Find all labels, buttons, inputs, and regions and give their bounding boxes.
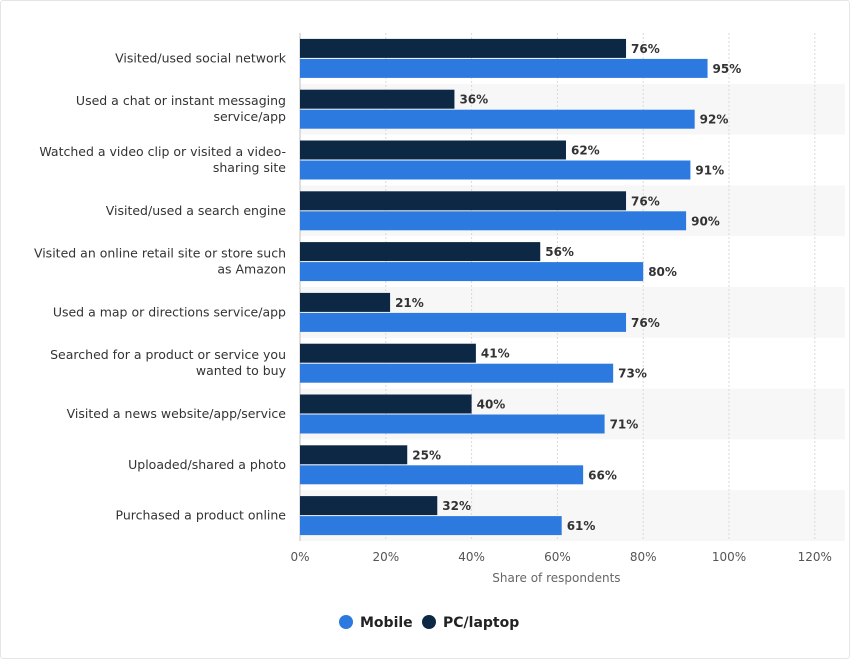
bar-mobile[interactable] — [300, 211, 687, 231]
legend-label: Mobile — [360, 615, 413, 631]
category-label: Visited a news website/app/service — [67, 406, 287, 421]
legend-marker — [339, 615, 353, 629]
bar-pc-laptop[interactable] — [300, 191, 627, 211]
bar-pc-laptop[interactable] — [300, 343, 476, 363]
category-label: Uploaded/shared a photo — [128, 457, 286, 472]
category-label: Visited/used social network — [115, 50, 287, 65]
bar-pc-laptop[interactable] — [300, 394, 472, 414]
data-label: 21% — [395, 296, 424, 310]
legend[interactable]: Mobile PC/laptop — [339, 615, 519, 631]
data-label: 56% — [545, 245, 574, 259]
data-labels: 76% 95% 36% 92% 62% 91% 76% 90% 56% 80% 21% 76% 41% 7… — [395, 42, 741, 533]
x-axis-title: Share of respondents — [492, 571, 620, 585]
category-label: Searched for a product or service you — [50, 347, 286, 362]
bar-pc-laptop[interactable] — [300, 496, 438, 516]
data-label: 76% — [631, 42, 660, 56]
bar-mobile[interactable] — [300, 160, 691, 180]
x-tick-label: 0% — [290, 550, 309, 564]
category-label: Visited/used a search engine — [106, 203, 287, 218]
bar-pc-laptop[interactable] — [300, 445, 408, 465]
bar-mobile[interactable] — [300, 363, 614, 383]
x-tick-label: 40% — [458, 550, 485, 564]
category-label: Used a chat or instant messaging — [76, 93, 286, 108]
category-label: service/app — [213, 109, 286, 124]
legend-label: PC/laptop — [443, 615, 519, 631]
x-tick-label: 20% — [372, 550, 399, 564]
category-label: as Amazon — [217, 262, 286, 277]
x-axis-ticks: 0% 20% 40% 60% 80% 100% 120% — [290, 550, 831, 564]
category-label: Purchased a product online — [116, 508, 287, 523]
bar-mobile[interactable] — [300, 58, 708, 78]
data-label: 71% — [610, 418, 639, 432]
x-tick-label: 100% — [712, 550, 746, 564]
legend-marker — [422, 615, 436, 629]
data-label: 41% — [481, 347, 510, 361]
data-label: 92% — [700, 113, 729, 127]
x-tick-label: 120% — [798, 550, 832, 564]
category-label: wanted to buy — [196, 363, 287, 378]
bar-mobile[interactable] — [300, 262, 644, 282]
category-label: sharing site — [213, 160, 286, 175]
bar-mobile[interactable] — [300, 109, 695, 129]
category-label: Used a map or directions service/app — [53, 304, 286, 319]
data-label: 95% — [713, 62, 742, 76]
bar-mobile[interactable] — [300, 414, 605, 434]
data-label: 73% — [618, 367, 647, 381]
category-label: Visited an online retail site or store s… — [34, 246, 286, 261]
data-label: 62% — [571, 144, 600, 158]
category-labels: Visited/used social network Used a chat o… — [34, 50, 287, 522]
data-label: 91% — [695, 164, 724, 178]
bars — [300, 38, 708, 536]
bar-mobile[interactable] — [300, 465, 584, 485]
bar-pc-laptop[interactable] — [300, 38, 627, 58]
legend-item-pc-laptop[interactable]: PC/laptop — [422, 615, 519, 631]
data-label: 76% — [631, 316, 660, 330]
bar-pc-laptop[interactable] — [300, 140, 566, 160]
x-tick-label: 60% — [544, 550, 571, 564]
data-label: 25% — [412, 448, 441, 462]
data-label: 80% — [648, 265, 677, 279]
bar-pc-laptop[interactable] — [300, 292, 391, 312]
x-tick-label: 80% — [630, 550, 657, 564]
bar-mobile[interactable] — [300, 516, 562, 536]
data-label: 90% — [691, 214, 720, 228]
bar-pc-laptop[interactable] — [300, 89, 455, 109]
category-label: Watched a video clip or visited a video- — [39, 144, 286, 159]
data-label: 76% — [631, 194, 660, 208]
bar-mobile[interactable] — [300, 312, 627, 332]
bar-pc-laptop[interactable] — [300, 242, 541, 262]
legend-item-mobile[interactable]: Mobile — [339, 615, 413, 631]
data-label: 40% — [477, 398, 506, 412]
data-label: 36% — [459, 93, 488, 107]
data-label: 32% — [442, 499, 471, 513]
data-label: 66% — [588, 468, 617, 482]
data-label: 61% — [567, 519, 596, 533]
